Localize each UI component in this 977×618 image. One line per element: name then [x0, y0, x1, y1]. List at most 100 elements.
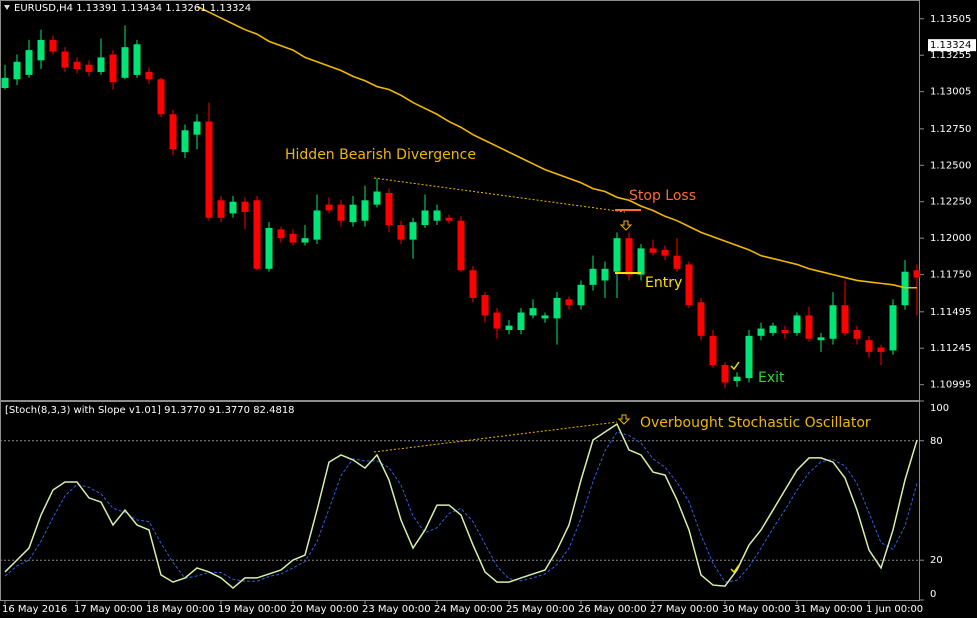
candle-body	[73, 61, 81, 70]
candle-body	[541, 315, 549, 319]
y-tick-label: 1.11750	[930, 270, 971, 281]
candle-body	[565, 299, 573, 306]
frame	[0, 0, 920, 601]
candle-body	[517, 312, 525, 331]
x-tick-label: 31 May 00:00	[794, 604, 863, 615]
candle-body	[157, 79, 165, 115]
y-tick-label: 80	[930, 436, 943, 447]
candle-body	[817, 337, 825, 341]
candle-body	[721, 365, 729, 383]
candle-body	[313, 210, 321, 240]
candle-body	[553, 297, 561, 319]
candle-body	[385, 192, 393, 226]
candle-body	[37, 39, 45, 61]
candle-body	[169, 114, 177, 150]
candle-body	[697, 302, 705, 336]
candle-body	[853, 330, 861, 339]
current-price-label: 1.13324	[930, 40, 971, 51]
y-tick-label: 1.12250	[930, 197, 971, 208]
candle-body	[241, 201, 249, 212]
y-tick-label: 1.12750	[930, 124, 971, 135]
candle-body	[649, 248, 657, 253]
candle-body	[805, 315, 813, 339]
main-pane-border	[0, 0, 920, 401]
candle-body	[457, 220, 465, 271]
candle-body	[757, 328, 765, 336]
candle-body	[481, 295, 489, 316]
candle-body	[685, 264, 693, 306]
x-tick-label: 20 May 00:00	[290, 604, 359, 615]
stoch-arrow	[617, 414, 631, 425]
annotation: Hidden Bearish Divergence	[285, 147, 476, 163]
candle-body	[913, 270, 920, 278]
candle-body	[889, 305, 897, 351]
y-tick-label: 1.13005	[930, 87, 971, 98]
candle-body	[589, 268, 597, 285]
y-tick-label: 20	[930, 555, 943, 566]
symbol-title: EURUSD,H4 1.13391 1.13434 1.13261 1.1332…	[14, 3, 251, 14]
y-tick-label: 1.12000	[930, 233, 971, 244]
candle-body	[661, 249, 669, 256]
candle-body	[61, 51, 69, 68]
candle-body	[709, 335, 717, 366]
candle-body	[781, 330, 789, 333]
candle-body	[625, 238, 633, 275]
candle-body	[745, 335, 753, 379]
candle-body	[133, 44, 141, 75]
y-tick-label: 1.13255	[930, 50, 971, 61]
candle-body	[289, 233, 297, 243]
candle-body	[301, 238, 309, 243]
candle-body	[769, 325, 777, 333]
candle-body	[613, 238, 621, 272]
candle-body	[793, 315, 801, 333]
y-tick-label: 100	[930, 403, 949, 414]
stoch-exit-check	[730, 564, 740, 574]
annotation: Entry	[645, 275, 682, 291]
moving-average-line	[196, 5, 917, 289]
x-tick-label: 24 May 00:00	[434, 604, 503, 615]
axes: 1.13505 1.13255 1.13005 1.12750 1.12500 1.122…	[2, 14, 976, 615]
annotation: Exit	[758, 370, 785, 386]
x-tick-label: 26 May 00:00	[578, 604, 647, 615]
current-price-box	[928, 39, 976, 52]
candle-body	[25, 50, 33, 75]
candle-body	[229, 201, 237, 214]
y-tick-label: 1.11495	[930, 307, 971, 318]
indicator-title: [Stoch(8,3,3) with Slope v1.01] 91.3770 …	[5, 405, 295, 416]
candle-body	[217, 200, 225, 218]
price-pane	[1, 5, 920, 389]
candle-body	[637, 248, 645, 275]
candle-body	[205, 121, 213, 218]
candle-body	[829, 305, 837, 339]
symbol-menu-icon[interactable]	[4, 5, 10, 10]
candle-body	[277, 229, 285, 239]
candle-body	[445, 217, 453, 221]
x-tick-label: 19 May 00:00	[218, 604, 287, 615]
candle-body	[361, 200, 369, 221]
candle-body	[373, 191, 381, 205]
candle-body	[109, 54, 117, 83]
annotation: Stop Loss	[629, 188, 696, 204]
y-tick-label: 1.13505	[930, 14, 971, 25]
annotation: Overbought Stochastic Oscillator	[640, 415, 871, 431]
exit-check	[730, 361, 740, 371]
candle-body	[181, 130, 189, 153]
sell-arrow	[619, 220, 633, 231]
candle-body	[121, 47, 129, 78]
candle-body	[49, 39, 57, 52]
candle-body	[421, 210, 429, 226]
candle-body	[397, 225, 405, 240]
candle-body	[1, 77, 9, 89]
candle-body	[505, 325, 513, 331]
candle-body	[841, 305, 849, 333]
stoch-divergence-line	[373, 421, 618, 453]
candle-body	[85, 64, 93, 72]
y-tick-label: 1.12500	[930, 160, 971, 171]
candle-body	[877, 347, 885, 352]
candle-body	[577, 284, 585, 306]
annotations: Hidden Bearish Divergence Stop Loss Entr…	[285, 147, 871, 574]
candle-body	[97, 57, 105, 72]
candle-body	[145, 71, 153, 80]
candle-body	[493, 312, 501, 329]
